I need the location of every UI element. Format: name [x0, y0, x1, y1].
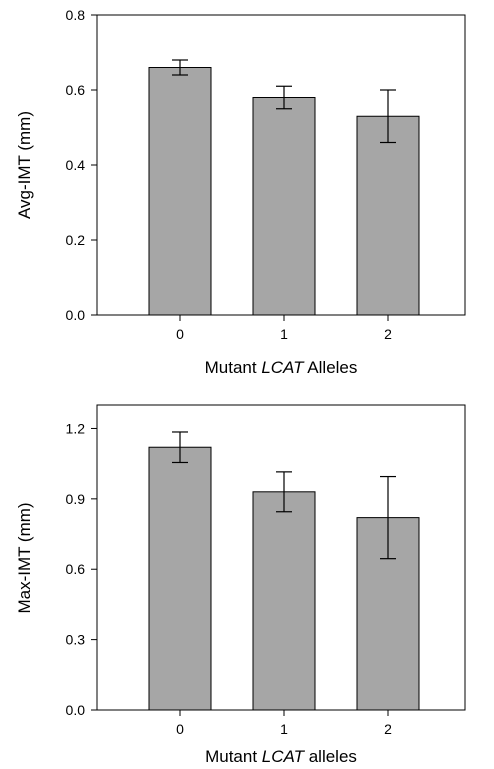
- bar-2: [356, 115, 420, 316]
- error-bar-2: [380, 475, 396, 560]
- x-tick-label: 2: [384, 326, 392, 342]
- y-tick-label: 0.9: [66, 491, 86, 507]
- y-tick-label: 0.0: [66, 307, 86, 323]
- y-tick-label: 1.2: [66, 420, 86, 436]
- y-axis-title: Max-IMT (mm): [15, 502, 34, 613]
- y-tick-label: 0.0: [66, 702, 86, 718]
- x-ticks: 0 1 2: [176, 315, 392, 342]
- bars-group: [148, 431, 420, 711]
- bar-0: [148, 446, 212, 711]
- y-ticks: 0.0 0.2 0.4 0.6 0.8: [66, 7, 97, 323]
- y-tick-label: 0.3: [66, 632, 86, 648]
- x-axis-title-part-3: alleles: [304, 747, 357, 766]
- x-ticks: 0 1 2: [176, 710, 392, 737]
- y-tick-label: 0.2: [66, 232, 86, 248]
- error-bar-1: [276, 471, 292, 513]
- x-tick-label: 1: [280, 721, 288, 737]
- x-tick-label: 0: [176, 326, 184, 342]
- y-tick-label: 0.6: [66, 561, 86, 577]
- x-tick-label: 2: [384, 721, 392, 737]
- x-axis-title-part-1: Mutant: [205, 747, 262, 766]
- x-tick-label: 1: [280, 326, 288, 342]
- error-bar-2: [380, 89, 396, 144]
- error-bar-0: [172, 431, 188, 464]
- y-axis-title: Avg-IMT (mm): [15, 111, 34, 219]
- x-axis-title-part-2: LCAT: [261, 358, 305, 377]
- x-axis-title: Mutant LCAT Alleles: [205, 358, 358, 377]
- bar-1: [252, 97, 316, 316]
- error-bar-0: [172, 59, 188, 76]
- bar-0: [148, 67, 212, 316]
- y-tick-label: 0.4: [66, 157, 86, 173]
- y-ticks: 0.0 0.3 0.6 0.9 1.2: [66, 420, 97, 718]
- bar-1: [252, 491, 316, 711]
- y-tick-label: 0.6: [66, 82, 86, 98]
- x-axis-title: Mutant LCAT alleles: [205, 747, 357, 766]
- bars-group: [148, 59, 420, 316]
- x-axis-title-part-2: LCAT: [262, 747, 306, 766]
- x-axis-title-part-3: Alleles: [304, 358, 358, 377]
- y-tick-label: 0.8: [66, 7, 86, 23]
- x-axis-title-part-1: Mutant: [205, 358, 262, 377]
- error-bar-1: [276, 85, 292, 110]
- x-tick-label: 0: [176, 721, 184, 737]
